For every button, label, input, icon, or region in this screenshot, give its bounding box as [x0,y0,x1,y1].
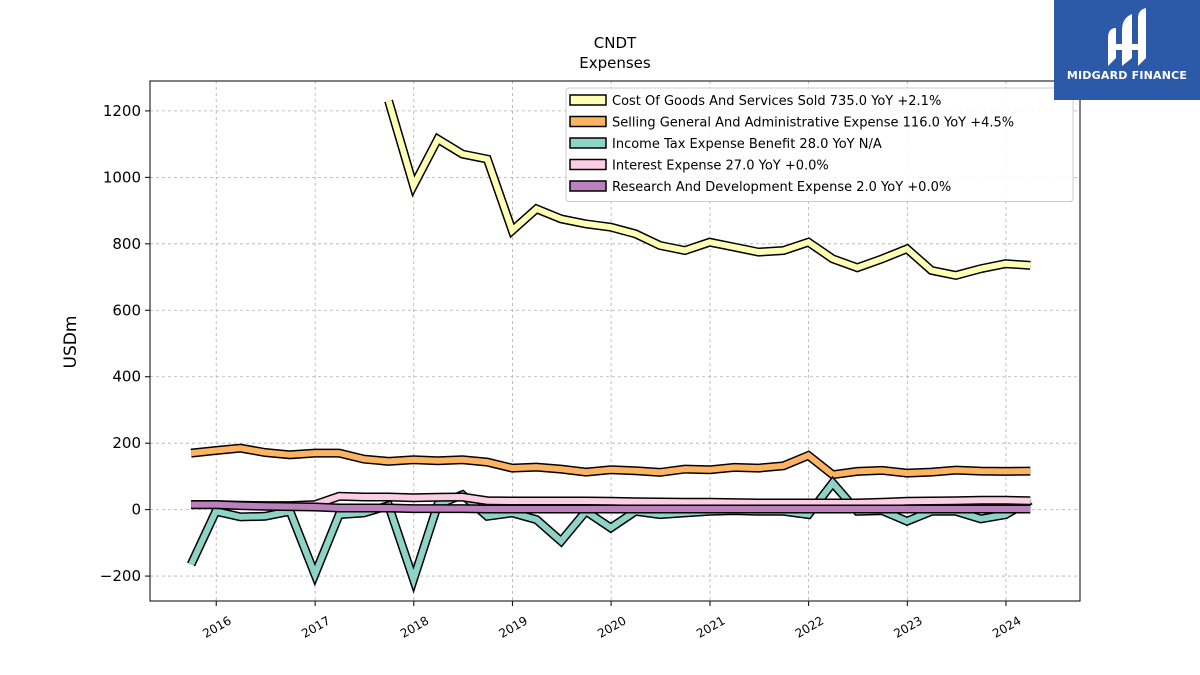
series-line [191,501,1031,512]
chart-title: CNDT [594,34,637,52]
series-lines [187,99,1033,594]
legend-swatch [569,158,607,171]
y-tick-label: 1000 [103,168,141,186]
legend-label: Interest Expense 27.0 YoY +0.0% [612,159,829,174]
series-line [190,445,1031,478]
y-tick-label: 200 [112,434,141,452]
legend: Cost Of Goods And Services Sold 735.0 Yo… [565,87,1074,202]
y-tick-label: 400 [112,368,141,386]
midgard-logo-icon [1108,8,1146,66]
legend-label: Cost Of Goods And Services Sold 735.0 Yo… [612,94,941,109]
y-tick-label: 800 [112,235,141,253]
legend-swatch [569,137,607,149]
legend-label: Income Tax Expense Benefit 28.0 YoY N/A [612,137,882,152]
chart-subtitle: Expenses [579,54,651,72]
brand-name: MIDGARD FINANCE [1066,69,1188,82]
plot-frame [149,80,1081,602]
legend-box [565,87,1074,202]
series-line [385,100,1031,279]
legend-label: Research And Development Expense 2.0 YoY… [612,180,951,195]
legend-label: Selling General And Administrative Expen… [612,116,1014,131]
legend-swatch [569,94,607,106]
y-tick-label: −200 [100,567,141,585]
y-tick-label: 0 [131,501,141,519]
brand-logo: MIDGARD FINANCE [1054,0,1200,100]
y-axis-label: USDm [61,316,81,369]
legend-swatch [569,180,607,192]
series-line [191,493,1031,509]
y-tick-label: 600 [112,301,141,319]
series-line [188,478,1032,589]
legend-swatch [569,115,607,128]
y-tick-label: 1200 [103,102,141,120]
